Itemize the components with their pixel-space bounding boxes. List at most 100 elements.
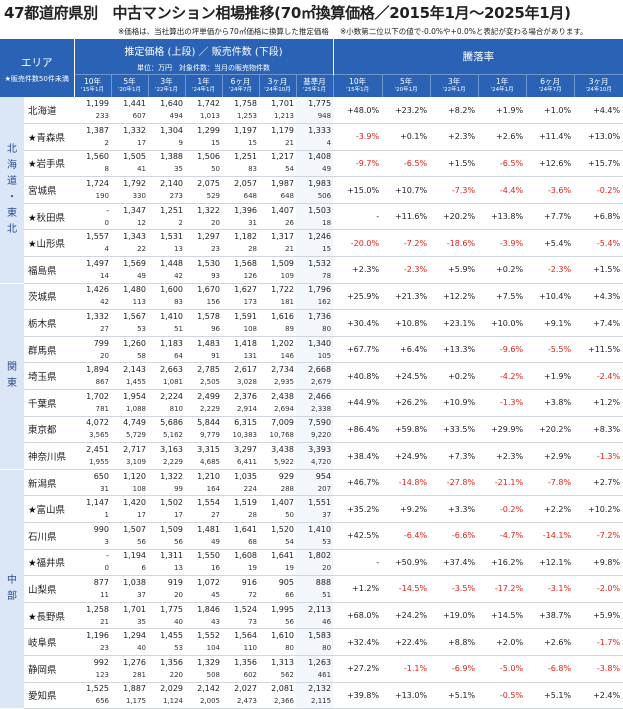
count-cell: 3	[74, 535, 111, 550]
count-cell: 21	[259, 243, 296, 258]
rate-cell: +27.2%	[333, 655, 383, 683]
rate-cell: +10.0%	[478, 309, 527, 337]
prefecture-label: 静岡県	[28, 664, 57, 676]
price-cell: 1,202	[271, 338, 294, 348]
rate-cell: +29.9%	[478, 416, 527, 444]
rate-cell: +32.4%	[333, 628, 383, 656]
table-row-counts: 0 12 2 20 31 26 18	[0, 216, 623, 231]
count-cell: 1,081	[148, 376, 185, 391]
count-cell: 4	[296, 136, 334, 151]
price-col-header-month: '20年1月	[117, 87, 141, 93]
count-cell: 83	[148, 296, 185, 311]
price-cell: 1,796	[296, 283, 334, 297]
rate-cell: -21.1%	[478, 469, 527, 497]
rate-col-header-month: '20年1月	[394, 87, 418, 93]
table-row: 愛知県 1,525 1,887 2,029 2,142 2,027 2,081 2,132 +3…	[0, 682, 623, 709]
price-cell: 1,530	[197, 258, 220, 268]
rate-cell: +5.9%	[430, 256, 479, 284]
star-icon: ★	[28, 558, 37, 570]
rate-cell: +4.4%	[574, 97, 623, 125]
rate-cell: -6.4%	[382, 522, 431, 550]
table-row: 群馬県 799 1,260 1,183 1,483 1,418 1,202 1,340 +67.…	[0, 336, 623, 364]
rate-cell: +5.1%	[526, 682, 575, 709]
count-cell: 73	[222, 615, 259, 630]
count-cell: 281	[111, 668, 148, 683]
count-cell: 20	[148, 588, 185, 603]
rate-cell: -2.3%	[526, 256, 575, 284]
count-cell: 1,455	[111, 376, 148, 391]
price-cell: 1,792	[123, 179, 146, 189]
rate-cell: -7.2%	[382, 229, 431, 258]
price-cell: 2,663	[160, 365, 183, 375]
rate-cell: -14.1%	[526, 522, 575, 550]
rate-cell: -	[333, 203, 383, 231]
rate-cell: +44.9%	[333, 389, 383, 417]
price-cell: 6,315	[234, 418, 257, 428]
count-cell: 273	[148, 190, 185, 204]
price-cell: 1,448	[160, 258, 183, 268]
count-cell: 15	[185, 136, 222, 151]
count-cell: 2,473	[222, 695, 259, 709]
price-cell: 2,224	[160, 391, 183, 401]
rate-cell: +14.5%	[478, 602, 527, 630]
count-cell: 529	[185, 190, 222, 204]
prefecture-name: 新潟県	[24, 469, 74, 497]
count-cell: 1,013	[185, 110, 222, 125]
count-cell: 12	[111, 216, 148, 231]
rate-cell: +2.3%	[430, 123, 479, 151]
count-cell: 162	[296, 296, 334, 311]
prefecture-name: ★秋田県	[24, 203, 74, 231]
price-col-header-month: '22年1月	[154, 87, 178, 93]
rate-cell: +8.2%	[430, 97, 479, 125]
price-cell: 1,525	[86, 684, 109, 694]
price-cell: 1,313	[271, 657, 294, 667]
area-header-label: エリア	[21, 56, 53, 69]
table-row-counts: 11 37 20 45 72 66 51	[0, 588, 623, 603]
star-icon: ★	[28, 505, 37, 517]
price-cell: 990	[93, 524, 109, 534]
price-cell: 2,113	[296, 602, 334, 616]
count-cell: 40	[111, 642, 148, 656]
prefecture-name: 東京都	[24, 416, 74, 444]
rate-cell: +40.8%	[333, 362, 383, 391]
count-cell: 31	[74, 482, 111, 497]
table-row: 福島県 1,497 1,569 1,448 1,530 1,568 1,509 1,532 +2…	[0, 256, 623, 284]
rate-cell: -0.2%	[574, 176, 623, 204]
prefecture-label: 新潟県	[28, 478, 57, 490]
price-cell: 2,499	[197, 391, 220, 401]
region-label: 中部	[0, 469, 24, 709]
rate-cell: +1.5%	[430, 150, 479, 178]
count-cell: 13	[148, 243, 185, 258]
price-cell: 1,481	[197, 524, 220, 534]
rate-cell: +9.2%	[382, 495, 431, 523]
rate-col-header-month: '24年10月	[585, 87, 612, 93]
price-cell: 1,995	[271, 604, 294, 614]
price-cell: 1,846	[197, 604, 220, 614]
count-cell: 28	[222, 509, 259, 524]
price-cell: 1,520	[271, 524, 294, 534]
rate-cell: -6.8%	[526, 655, 575, 683]
prefecture-label: 埼玉県	[28, 372, 57, 384]
price-cell: 1,311	[160, 551, 183, 561]
rate-cell: -5.4%	[574, 229, 623, 258]
table-row: 岐阜県 1,196 1,294 1,455 1,552 1,564 1,610 1,583 +3…	[0, 628, 623, 656]
rate-cell: +10.4%	[526, 283, 575, 311]
rate-cell: +68.0%	[333, 602, 383, 630]
count-cell: 190	[74, 190, 111, 204]
prefecture-label: 群馬県	[28, 345, 57, 357]
price-cell: 1,502	[160, 498, 183, 508]
rate-cell: -2.0%	[574, 575, 623, 603]
rate-cell: +13.3%	[430, 336, 479, 364]
count-cell: 19	[259, 562, 296, 577]
count-cell: 656	[74, 695, 111, 709]
rate-col-header-period: 3ヶ月	[588, 77, 609, 86]
price-cell: 1,332	[86, 312, 109, 322]
rate-cell: +0.1%	[382, 123, 431, 151]
price-cell: 1,420	[123, 498, 146, 508]
table-row-counts: 867 1,455 1,081 2,505 3,028 2,935 2,679	[0, 376, 623, 391]
count-cell: 17	[148, 509, 185, 524]
table-row: 栃木県 1,332 1,567 1,410 1,578 1,591 1,616 1,736 +3…	[0, 309, 623, 337]
table-row-counts: 1 17 17 27 28 50 37	[0, 509, 623, 524]
rate-cell: -2.4%	[574, 362, 623, 391]
rate-cell: -0.2%	[478, 495, 527, 523]
